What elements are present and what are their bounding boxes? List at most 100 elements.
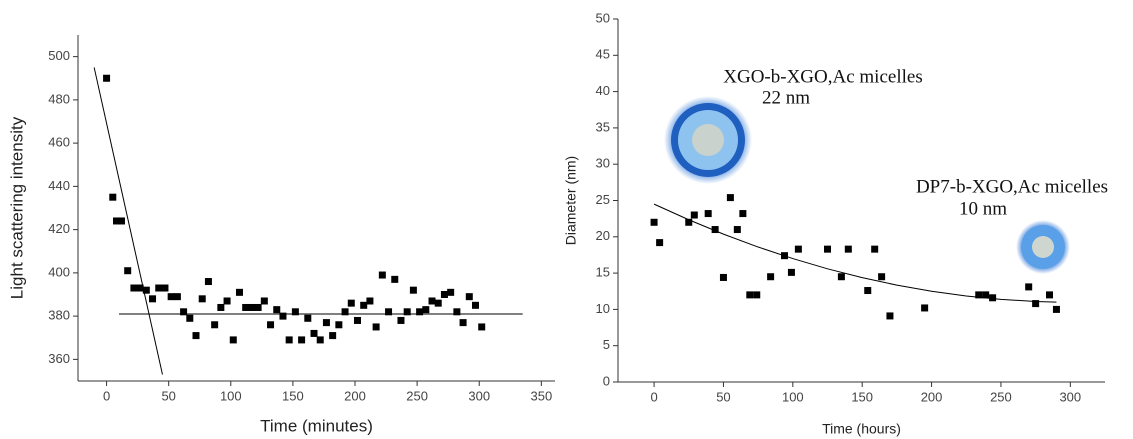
- data-point: [685, 218, 693, 226]
- x-tick-label: 100: [220, 388, 242, 403]
- data-point: [273, 306, 281, 314]
- data-point: [753, 291, 761, 299]
- x-tick-label: 300: [1059, 389, 1081, 404]
- y-tick-label: 35: [596, 119, 610, 134]
- y-tick-label: 0: [603, 373, 610, 388]
- x-tick-label: 200: [921, 389, 943, 404]
- data-point: [267, 321, 275, 329]
- data-point: [726, 194, 734, 202]
- data-point: [204, 278, 212, 286]
- y-tick-label: 50: [596, 10, 610, 25]
- x-tick-label: 250: [406, 388, 428, 403]
- data-point: [304, 314, 312, 322]
- x-axis-label: Time (hours): [822, 421, 901, 437]
- data-point: [656, 239, 664, 247]
- annotation: 22 nm: [762, 87, 810, 108]
- data-point: [385, 308, 393, 316]
- data-point: [711, 226, 719, 234]
- data-point: [403, 308, 411, 316]
- y-tick-label: 25: [596, 192, 610, 207]
- fit-line: [653, 203, 1057, 303]
- x-tick-label: 50: [161, 388, 175, 403]
- data-point: [142, 286, 150, 294]
- data-point: [248, 303, 256, 311]
- data-point: [130, 284, 138, 292]
- y-tick-label: 400: [48, 264, 70, 279]
- data-point: [982, 291, 990, 299]
- data-point: [780, 252, 788, 260]
- data-point: [186, 314, 194, 322]
- data-point: [428, 297, 436, 305]
- data-point: [397, 316, 405, 324]
- data-point: [223, 297, 231, 305]
- data-point: [844, 245, 852, 253]
- data-point: [767, 273, 775, 281]
- data-point: [704, 210, 712, 218]
- data-point: [989, 294, 997, 302]
- data-point: [260, 297, 268, 305]
- y-tick-label: 440: [48, 178, 70, 193]
- data-point: [117, 217, 125, 225]
- data-point: [465, 293, 473, 301]
- data-point: [690, 211, 698, 219]
- data-point: [124, 267, 132, 275]
- data-point: [864, 287, 872, 295]
- data-point: [739, 210, 747, 218]
- data-point: [254, 303, 262, 311]
- data-point: [285, 336, 293, 344]
- x-axis-label: Time (minutes): [260, 416, 373, 435]
- x-tick-label: 50: [716, 389, 730, 404]
- y-tick-label: 460: [48, 135, 70, 150]
- x-tick-label: 0: [103, 388, 110, 403]
- y-tick-label: 15: [596, 265, 610, 280]
- data-point: [103, 74, 111, 82]
- y-axis-label: Diameter (nm): [563, 156, 579, 245]
- data-point: [440, 291, 448, 298]
- data-point: [416, 308, 424, 316]
- data-point: [1046, 291, 1054, 299]
- y-axis-label: Light scattering intensity: [7, 116, 26, 299]
- annotation: DP7-b-XGO,Ac micelles: [916, 176, 1108, 197]
- data-point: [921, 304, 929, 312]
- data-point: [975, 291, 983, 299]
- data-point: [746, 291, 754, 299]
- y-tick-label: 480: [48, 91, 70, 106]
- x-tick-label: 150: [851, 389, 873, 404]
- x-tick-label: 350: [530, 388, 552, 403]
- data-point: [198, 295, 206, 303]
- data-point: [229, 336, 237, 344]
- data-point: [871, 245, 879, 253]
- data-point: [341, 308, 349, 316]
- x-tick-label: 0: [650, 389, 657, 404]
- data-point: [366, 297, 374, 305]
- y-tick-label: 380: [48, 308, 70, 323]
- y-tick-label: 45: [596, 47, 610, 62]
- annotation: 10 nm: [959, 198, 1007, 219]
- data-point: [298, 336, 306, 344]
- data-point: [372, 323, 380, 331]
- fit-line: [93, 67, 163, 375]
- data-point: [109, 193, 117, 201]
- data-point: [316, 336, 324, 344]
- data-point: [360, 301, 368, 309]
- x-tick-label: 300: [468, 388, 490, 403]
- data-point: [180, 308, 188, 316]
- data-point: [878, 273, 886, 281]
- data-point: [453, 308, 461, 316]
- y-tick-label: 420: [48, 221, 70, 236]
- data-point: [335, 321, 343, 329]
- data-point: [459, 319, 467, 327]
- y-tick-label: 360: [48, 351, 70, 366]
- data-point: [136, 284, 144, 292]
- y-tick-label: 5: [603, 337, 610, 352]
- data-point: [837, 273, 845, 281]
- data-point: [353, 316, 361, 324]
- data-point: [447, 288, 455, 296]
- data-point: [719, 273, 727, 281]
- x-tick-label: 200: [344, 388, 366, 403]
- data-point: [329, 332, 337, 340]
- data-point: [886, 312, 894, 320]
- data-point: [733, 226, 741, 234]
- data-point: [1032, 300, 1040, 308]
